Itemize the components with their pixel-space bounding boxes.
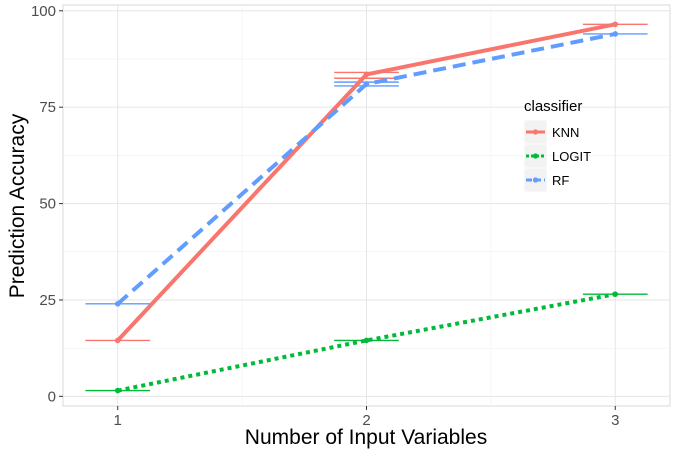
y-axis-title: Prediction Accuracy: [6, 113, 29, 298]
rf-point: [114, 301, 121, 307]
logit-point: [612, 291, 619, 297]
y-tick-label: 100: [31, 3, 56, 20]
legend-label-logit: LOGIT: [552, 149, 591, 164]
legend-items: KNN LOGIT RF: [523, 119, 591, 193]
y-tick-label: 25: [39, 292, 56, 309]
y-tick-label: 0: [48, 388, 56, 405]
legend-label-knn: KNN: [552, 125, 579, 140]
legend-title: classifier: [524, 98, 582, 115]
y-axis-ticks: 0 25 50 75 100: [31, 3, 63, 405]
logit-point: [363, 337, 370, 344]
legend-label-rf: RF: [552, 173, 569, 188]
legend-point-rf: [532, 177, 539, 183]
legend-point-logit: [532, 153, 539, 159]
x-axis-ticks: 1 2 3: [114, 406, 619, 429]
y-tick-label: 75: [39, 99, 56, 116]
knn-point: [114, 337, 121, 344]
x-tick-label: 2: [362, 412, 370, 429]
logit-point: [114, 387, 121, 394]
knn-point: [363, 71, 370, 78]
legend: classifier KNN LOGIT RF: [523, 98, 591, 193]
series-points: [114, 21, 619, 394]
legend-point-knn: [532, 129, 539, 135]
rf-point: [363, 81, 370, 87]
rf-point: [612, 31, 619, 37]
x-tick-label: 1: [114, 412, 122, 429]
knn-point: [612, 21, 619, 28]
x-tick-label: 3: [611, 412, 619, 429]
x-axis-title: Number of Input Variables: [245, 426, 487, 449]
y-tick-label: 50: [39, 196, 56, 213]
